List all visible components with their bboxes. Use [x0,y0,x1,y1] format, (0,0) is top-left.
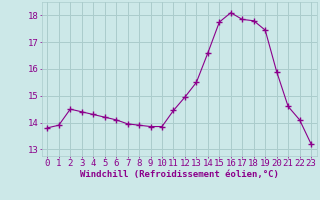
X-axis label: Windchill (Refroidissement éolien,°C): Windchill (Refroidissement éolien,°C) [80,170,279,179]
